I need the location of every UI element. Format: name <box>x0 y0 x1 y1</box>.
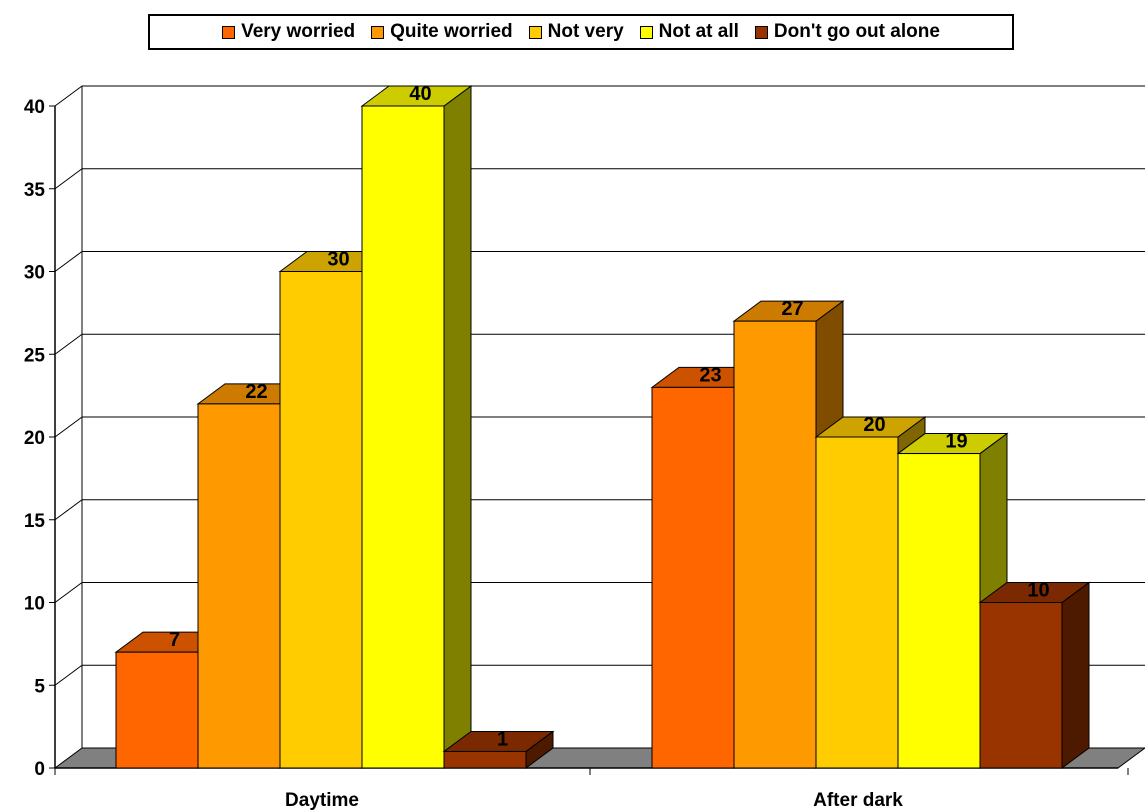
x-category-label: Daytime <box>285 790 359 811</box>
legend-item-quite-worried: Quite worried <box>371 21 513 43</box>
bar-not-at-all-daytime <box>361 105 445 769</box>
legend-swatch <box>528 25 542 39</box>
legend-swatch <box>222 25 236 39</box>
bar-don-t-go-out-alone-after-dark <box>979 602 1063 769</box>
bar-quite-worried-daytime <box>197 403 281 769</box>
bar-quite-worried-after-dark <box>733 320 817 769</box>
chart-legend: Very worried Quite worried Not very Not at … <box>148 14 1014 50</box>
bar-side <box>443 85 472 769</box>
legend-item-don-t-go-out-alone: Don't go out alone <box>754 21 940 43</box>
gridline-side <box>54 251 83 272</box>
data-label: 20 <box>863 414 885 436</box>
data-label: 22 <box>245 381 267 403</box>
gridline-side <box>54 664 83 686</box>
data-label: 1 <box>497 728 508 750</box>
y-tick-label: 35 <box>24 180 46 201</box>
legend-label: Not at all <box>658 21 739 42</box>
legend-item-very-worried: Very worried <box>222 21 355 43</box>
data-label: 10 <box>1027 580 1049 602</box>
data-label: 30 <box>327 249 349 271</box>
bar-not-very-daytime <box>279 271 363 769</box>
gridline-side <box>54 582 83 603</box>
data-label: 23 <box>699 364 721 386</box>
data-label: 19 <box>945 431 967 453</box>
y-tick-label: 20 <box>24 428 45 449</box>
bar-side <box>1061 581 1090 769</box>
gridline-side <box>54 168 83 190</box>
legend-label: Don't go out alone <box>773 21 940 42</box>
legend-item-not-very: Not very <box>528 21 624 43</box>
legend-swatch <box>639 25 653 39</box>
legend-swatch <box>754 25 768 39</box>
y-tick-label: 40 <box>24 97 45 118</box>
bar-very-worried-daytime <box>115 651 199 769</box>
gridline-side <box>54 499 83 521</box>
y-tick-label: 30 <box>24 263 45 284</box>
x-category-label: After dark <box>813 790 903 811</box>
data-label: 40 <box>409 83 431 105</box>
legend-label: Not very <box>547 21 624 42</box>
data-label: 27 <box>781 298 803 320</box>
gridline-side <box>54 416 83 438</box>
gridline-side <box>54 85 83 107</box>
y-tick-label: 15 <box>24 511 46 532</box>
bar-not-very-after-dark <box>815 436 899 769</box>
y-tick-label: 10 <box>24 594 45 615</box>
y-tick-label: 25 <box>24 345 46 366</box>
legend-label: Very worried <box>241 21 356 42</box>
legend-label: Quite worried <box>390 21 513 42</box>
legend-item-not-at-all: Not at all <box>639 21 739 43</box>
legend-swatch <box>371 25 385 39</box>
y-tick-label: 0 <box>34 759 45 780</box>
bar-very-worried-after-dark <box>651 386 735 769</box>
data-label: 7 <box>169 629 180 651</box>
y-tick-label: 5 <box>34 676 45 697</box>
bar-don-t-go-out-alone-daytime <box>443 750 527 769</box>
gridline-side <box>54 333 83 355</box>
bar-not-at-all-after-dark <box>897 453 981 769</box>
